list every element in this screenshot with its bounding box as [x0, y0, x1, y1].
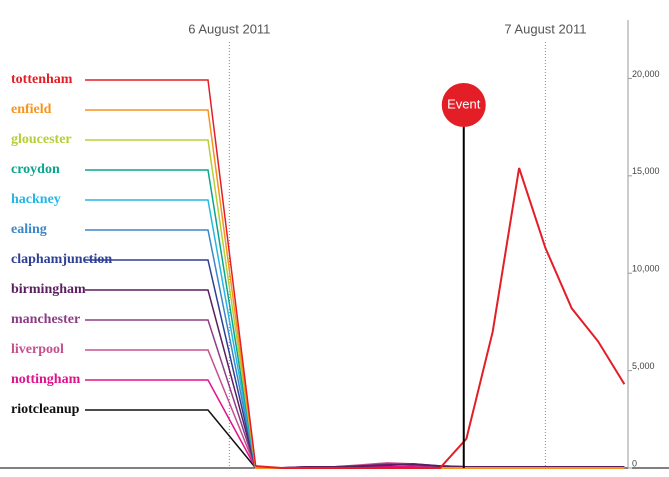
y-tick-label: 0: [632, 458, 637, 468]
legend-label: croydon: [11, 162, 60, 177]
y-tick-label: 20,000: [632, 69, 660, 79]
legend-label: manchester: [11, 312, 80, 327]
legend-label: gloucester: [11, 132, 72, 147]
legend-label: enfield: [11, 102, 52, 117]
legend-connector: [85, 229, 257, 469]
series-line: [255, 167, 626, 469]
legend-connector: [85, 379, 257, 469]
legend-label: ealing: [11, 222, 47, 237]
x-tick-label: 6 August 2011: [188, 21, 270, 36]
legend-connector: [85, 79, 257, 467]
legend-connector: [85, 169, 257, 469]
legend-connector: [85, 319, 257, 469]
legend-connector: [85, 349, 257, 469]
y-tick-label: 10,000: [632, 264, 660, 274]
legend-label: hackney: [11, 192, 61, 207]
legend-connector: [85, 259, 257, 469]
y-tick-label: 5,000: [632, 361, 655, 371]
legend-connector: [85, 199, 257, 469]
event-marker: [441, 83, 486, 127]
legend-label: tottenham: [11, 72, 73, 87]
legend-label: nottingham: [11, 372, 81, 387]
event-label: Event: [447, 96, 481, 111]
legend-label: liverpool: [11, 342, 64, 357]
legend-label: riotcleanup: [11, 402, 80, 417]
y-tick-label: 15,000: [632, 166, 660, 176]
legend-label: birmingham: [11, 282, 86, 297]
legend-connector: [85, 109, 257, 469]
legend-connector: [85, 139, 257, 469]
legend-label: claphamjunction: [11, 252, 112, 267]
x-tick-label: 7 August 2011: [504, 21, 586, 36]
legend-connector: [85, 289, 257, 469]
legend-connector: [85, 409, 257, 469]
